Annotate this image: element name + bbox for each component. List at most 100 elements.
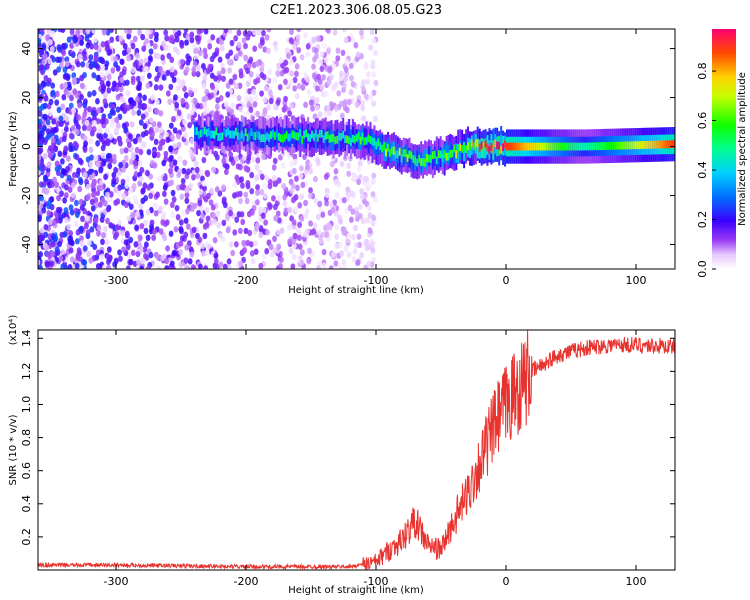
spectrogram-cell bbox=[243, 191, 249, 198]
spectrogram-cell bbox=[330, 134, 333, 142]
spectrogram-cell bbox=[179, 235, 185, 242]
spectrogram-cell bbox=[77, 102, 82, 109]
spectrogram-cell bbox=[273, 131, 276, 140]
spectrogram-cell bbox=[145, 209, 151, 216]
spectrogram-cell bbox=[394, 150, 397, 159]
spectrogram-cell bbox=[77, 176, 83, 184]
spectrogram-cell bbox=[316, 73, 322, 81]
spectrogram-cell bbox=[163, 29, 169, 36]
spectrogram-cell bbox=[141, 45, 147, 52]
spectrogram-cell bbox=[202, 232, 208, 240]
spectrogram-cell bbox=[79, 240, 85, 247]
spectrogram-cell bbox=[294, 70, 299, 78]
spectrogram-cell bbox=[585, 142, 588, 151]
spectrogram-cell bbox=[457, 144, 460, 153]
spectrogram-cell bbox=[341, 258, 347, 266]
spectrogram-cell bbox=[50, 90, 55, 98]
spectrogram-cell bbox=[88, 168, 93, 175]
spectrogram-cell bbox=[455, 150, 458, 159]
spectrogram-cell bbox=[357, 131, 360, 140]
spectrogram-cell bbox=[348, 216, 354, 223]
spectrogram-cell bbox=[181, 210, 186, 217]
spectrogram-cell bbox=[299, 259, 305, 266]
spectrogram-cell bbox=[161, 190, 167, 198]
spectrogram-cell bbox=[578, 142, 581, 151]
spectrogram-cell bbox=[95, 249, 101, 256]
spectrogram-cell bbox=[317, 260, 323, 267]
spectrogram-cell bbox=[145, 82, 151, 89]
spectrogram-cell bbox=[312, 133, 315, 142]
spectrogram-cell bbox=[291, 43, 297, 51]
spectrogram-cell bbox=[470, 139, 473, 148]
spectrogram-cell bbox=[402, 148, 405, 157]
spectrogram-cell bbox=[247, 76, 253, 83]
spectrogram-cell bbox=[316, 265, 322, 269]
spectrogram-cell bbox=[245, 239, 251, 247]
spectrogram-cell bbox=[222, 263, 228, 269]
spectrogram-cell bbox=[312, 222, 318, 229]
spectrogram-cell bbox=[336, 90, 342, 97]
spectrogram-cell bbox=[431, 149, 434, 170]
spectrogram-cell bbox=[306, 89, 312, 96]
spectrogram-cell bbox=[39, 83, 44, 91]
spectrogram-cell bbox=[79, 39, 85, 46]
spectrogram-cell bbox=[117, 135, 123, 143]
spectrogram-cell bbox=[127, 29, 133, 35]
spectrogram-cell bbox=[278, 57, 284, 64]
spectrogram-cell bbox=[105, 153, 111, 160]
spectrogram-cell bbox=[366, 204, 372, 212]
spectrogram-cell bbox=[356, 166, 362, 173]
spectrogram-cell bbox=[66, 174, 72, 182]
spectrogram-cell bbox=[422, 158, 425, 166]
spectrogram-cell bbox=[121, 166, 126, 173]
spectrogram-cell bbox=[209, 187, 215, 194]
spectrogram-cell bbox=[78, 159, 84, 166]
spectrogram-cell bbox=[202, 47, 208, 55]
spectrogram-cell bbox=[219, 133, 222, 142]
spectrogram-cell bbox=[369, 241, 375, 248]
spectrogram-cell bbox=[276, 195, 282, 202]
spectrogram-cell bbox=[264, 134, 267, 143]
spectrogram-cell bbox=[109, 108, 115, 116]
spectrogram-cell bbox=[371, 100, 377, 107]
spectrogram-cell bbox=[332, 29, 338, 36]
spectrogram-cell bbox=[68, 142, 74, 149]
spectrogram-cell bbox=[184, 197, 190, 204]
spectrogram-cell bbox=[373, 49, 378, 57]
spectrogram-cell bbox=[46, 210, 52, 217]
spectrogram-cell bbox=[162, 184, 168, 191]
spectrogram-cell bbox=[114, 231, 120, 238]
spectrogram-cell bbox=[82, 146, 88, 153]
spectrogram-cell bbox=[463, 142, 466, 151]
spectrogram-cell bbox=[254, 164, 260, 171]
spectrogram-cell bbox=[161, 159, 167, 167]
spectrogram-cell bbox=[367, 134, 370, 154]
spectrogram-cell bbox=[215, 210, 221, 217]
spectrogram-cell bbox=[282, 104, 288, 111]
spectrogram-cell bbox=[225, 91, 231, 98]
spectrogram-cell bbox=[60, 249, 66, 256]
spectrogram-cell bbox=[197, 236, 203, 243]
spectrogram-cell bbox=[148, 251, 154, 259]
spectrogram-cell bbox=[254, 132, 257, 141]
spectrogram-cell bbox=[315, 156, 320, 164]
spectrogram-cell bbox=[228, 151, 234, 159]
spectrogram-cell bbox=[204, 206, 210, 214]
spectrogram-cell bbox=[203, 265, 209, 269]
spectrogram-cell bbox=[321, 248, 327, 256]
spectrogram-cell bbox=[266, 104, 271, 111]
spectrogram-cell bbox=[290, 263, 296, 269]
spectrogram-cell bbox=[373, 79, 379, 87]
spectrogram-cell bbox=[76, 114, 82, 121]
spectrogram-cell bbox=[311, 130, 313, 139]
spectrogram-cell bbox=[285, 131, 288, 139]
spectrogram-cell bbox=[39, 49, 45, 56]
spectrogram-cell bbox=[53, 126, 59, 133]
spectrogram-cell bbox=[140, 33, 146, 41]
spectrogram-cell bbox=[357, 212, 363, 220]
spectrogram-cell bbox=[334, 192, 340, 199]
spectrogram-cell bbox=[351, 134, 354, 143]
spectrogram-cell bbox=[297, 234, 302, 241]
spectrogram-cell bbox=[86, 239, 92, 246]
bottom-y-tick-label: 1.0 bbox=[20, 396, 33, 414]
